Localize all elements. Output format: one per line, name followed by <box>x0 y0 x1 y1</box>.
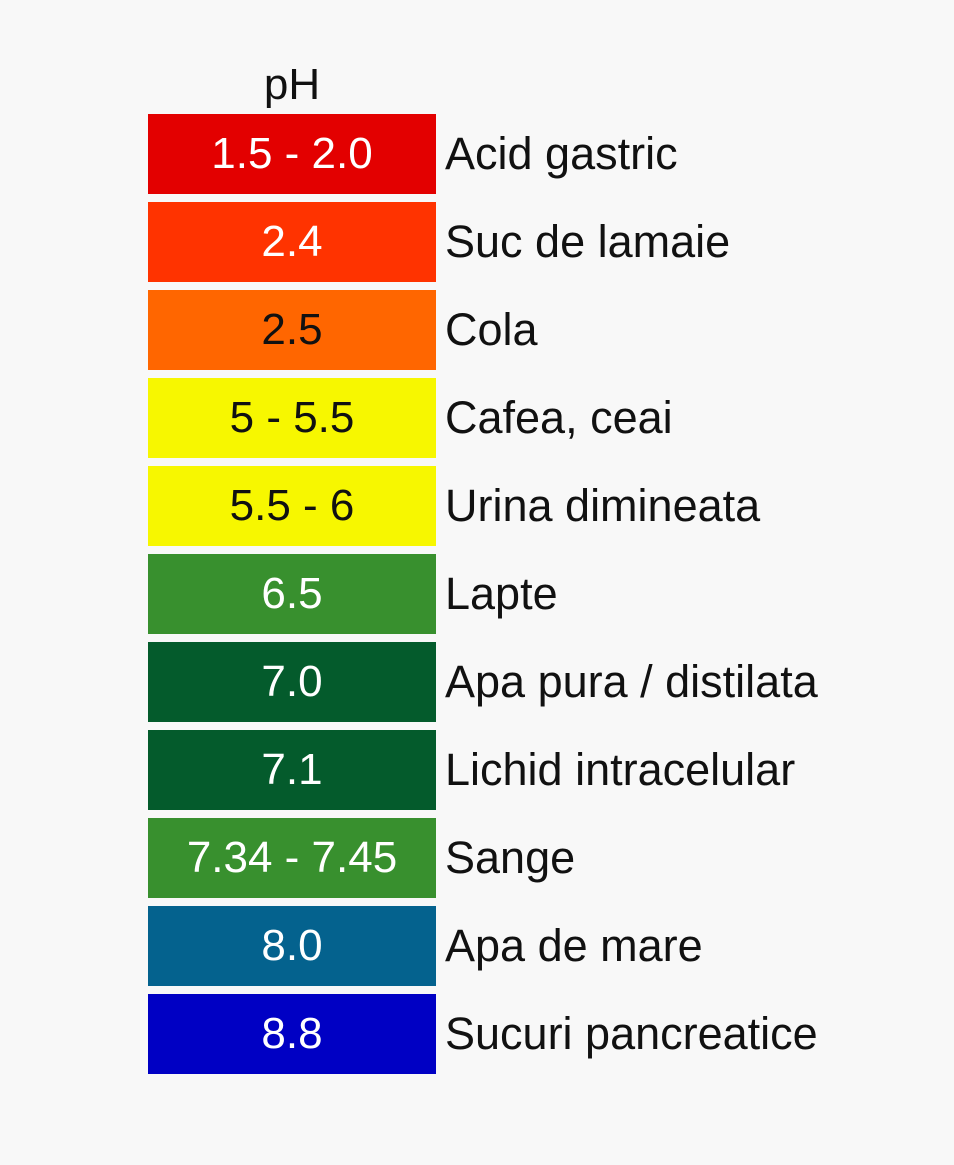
ph-row: 6.5 Lapte <box>148 554 908 634</box>
ph-value-swatch: 6.5 <box>148 554 436 634</box>
ph-value-swatch: 5 - 5.5 <box>148 378 436 458</box>
ph-column-header: pH <box>263 60 321 109</box>
substance-label: Sucuri pancreatice <box>445 1008 818 1059</box>
ph-row: 5.5 - 6 Urina dimineata <box>148 466 908 546</box>
ph-row: 1.5 - 2.0 Acid gastric <box>148 114 908 194</box>
ph-value-swatch: 7.1 <box>148 730 436 810</box>
ph-row: 7.0 Apa pura / distilata <box>148 642 908 722</box>
substance-label: Urina dimineata <box>445 480 761 531</box>
substance-label: Apa de mare <box>445 920 703 971</box>
substance-label: Apa pura / distilata <box>445 656 818 707</box>
ph-row: 2.5 Cola <box>148 290 908 370</box>
substance-label: Cafea, ceai <box>445 392 673 443</box>
ph-value-swatch: 7.34 - 7.45 <box>148 818 436 898</box>
substance-label: Sange <box>445 832 576 883</box>
substance-label: Cola <box>445 304 538 355</box>
ph-value-swatch: 2.4 <box>148 202 436 282</box>
ph-value-swatch: 7.0 <box>148 642 436 722</box>
ph-row: 7.34 - 7.45 Sange <box>148 818 908 898</box>
substance-label: Suc de lamaie <box>445 216 731 267</box>
ph-row: 8.8 Sucuri pancreatice <box>148 994 908 1074</box>
substance-label: Lichid intracelular <box>445 744 796 795</box>
ph-value-swatch: 8.8 <box>148 994 436 1074</box>
ph-value-swatch: 8.0 <box>148 906 436 986</box>
substance-label: Lapte <box>445 568 558 619</box>
ph-row: 7.1 Lichid intracelular <box>148 730 908 810</box>
substance-label: Acid gastric <box>445 128 678 179</box>
ph-row: 2.4 Suc de lamaie <box>148 202 908 282</box>
ph-value-swatch: 1.5 - 2.0 <box>148 114 436 194</box>
ph-row: 8.0 Apa de mare <box>148 906 908 986</box>
ph-value-swatch: 5.5 - 6 <box>148 466 436 546</box>
ph-row: 5 - 5.5 Cafea, ceai <box>148 378 908 458</box>
ph-value-swatch: 2.5 <box>148 290 436 370</box>
